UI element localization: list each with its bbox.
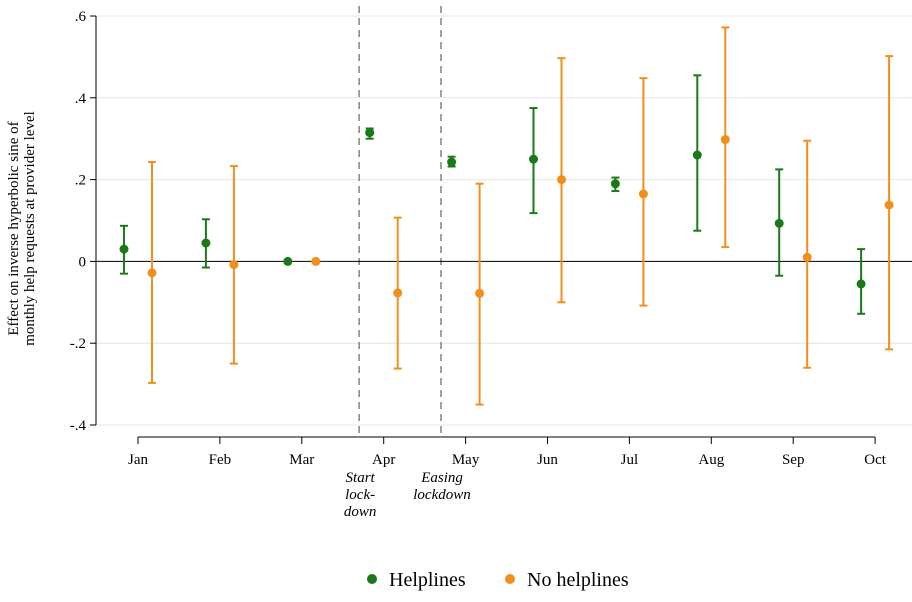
event-label-1-line-3: down	[344, 504, 377, 520]
data-point	[283, 256, 293, 266]
data-point	[692, 150, 702, 160]
x-tick-label-jan: Jan	[128, 452, 148, 468]
data-point	[147, 268, 157, 278]
legend-marker-1	[367, 574, 377, 584]
x-tick-label-sep: Sep	[782, 452, 805, 468]
event-label-2-line-1: Easing	[420, 470, 463, 486]
x-tick-label-oct: Oct	[864, 452, 886, 468]
event-label-1-line-2: lock-	[345, 487, 375, 503]
data-point	[229, 260, 239, 270]
y-tick-label: .2	[75, 173, 86, 189]
series-no-helplines	[147, 26, 894, 406]
data-point	[720, 135, 730, 145]
data-point	[119, 244, 129, 254]
y-tick-label: -.4	[70, 418, 87, 434]
x-tick-label-feb: Feb	[209, 452, 232, 468]
x-tick-label-apr: Apr	[372, 452, 395, 468]
y-tick-label: .6	[75, 9, 87, 25]
y-axis-title: Effect on inverse hyperbolic sine ofmont…	[6, 111, 38, 346]
x-tick-label-jun: Jun	[537, 452, 558, 468]
y-tick-label: .4	[75, 91, 87, 107]
event-lines	[358, 6, 442, 437]
y-axis: -.4 -.2 0 .2 .4 .6	[70, 9, 97, 434]
x-axis: Jan Feb Mar Apr May Jun Jul Aug Sep Oct	[128, 436, 887, 468]
data-point	[529, 154, 538, 164]
x-tick-label-mar: Mar	[289, 452, 314, 468]
data-point	[365, 128, 375, 138]
grid-lines	[96, 15, 912, 426]
data-point	[557, 175, 566, 185]
y-axis-label: Effect on inverse hyperbolic sine ofmont…	[6, 111, 38, 346]
y-tick-label: -.2	[70, 336, 86, 352]
legend-label-1: Helplines	[389, 569, 466, 591]
x-tick-label-may: May	[452, 452, 480, 468]
legend-marker-2	[505, 574, 515, 584]
y-tick-label: 0	[79, 254, 87, 270]
data-point	[393, 288, 403, 298]
x-tick-label-aug: Aug	[698, 452, 724, 468]
data-point	[610, 179, 620, 189]
legend-label-2: No helplines	[527, 569, 629, 591]
legend: Helplines No helplines	[367, 569, 629, 591]
data-point	[802, 252, 812, 262]
event-label-2-line-2: lockdown	[413, 487, 471, 503]
data-point	[311, 256, 321, 266]
y-axis-label-line: Effect on inverse hyperbolic sine of	[6, 121, 22, 335]
data-point	[638, 189, 648, 199]
series-layer	[119, 26, 894, 406]
data-point	[475, 288, 485, 298]
series-helplines	[119, 74, 866, 315]
data-point	[884, 200, 894, 210]
data-point	[201, 238, 211, 248]
event-label-1-line-1: Start	[346, 470, 376, 486]
data-point	[447, 157, 457, 167]
data-point	[774, 218, 784, 228]
x-tick-label-jul: Jul	[621, 452, 639, 468]
data-point	[856, 279, 866, 289]
y-axis-label-line: monthly help requests at provider level	[22, 111, 38, 346]
